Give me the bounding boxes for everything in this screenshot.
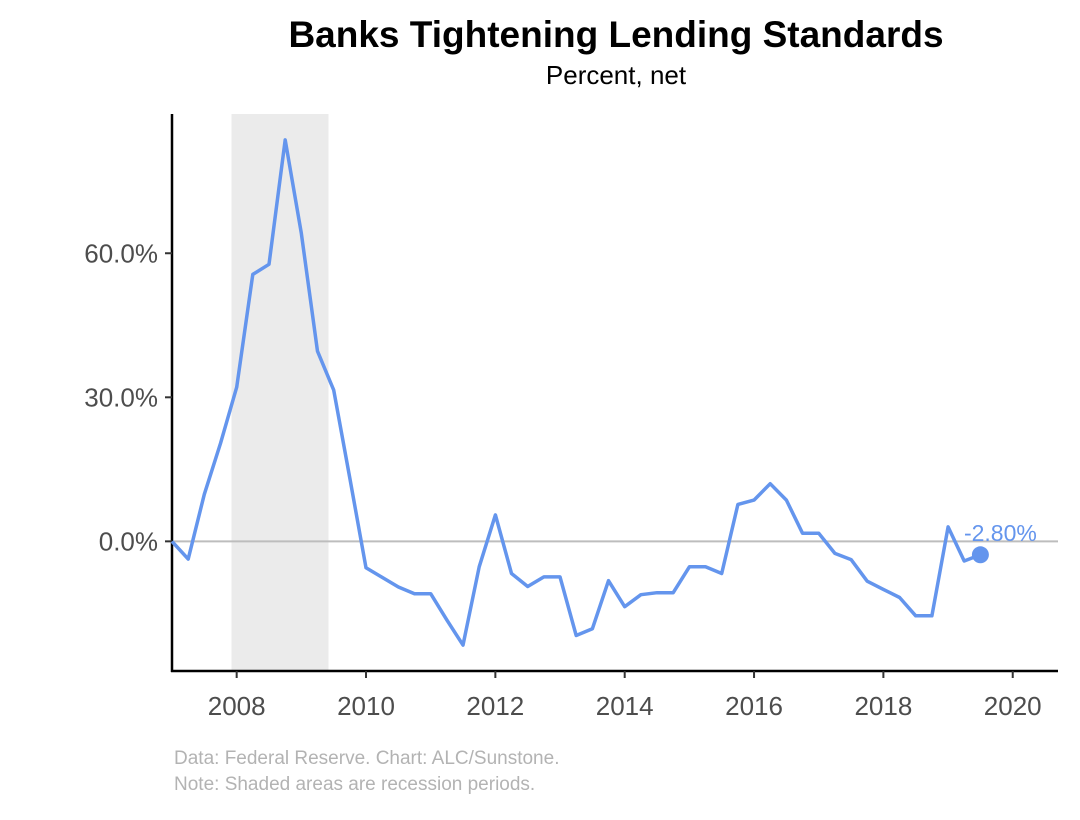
source-caption: Data: Federal Reserve. Chart: ALC/Sunsto…	[174, 748, 560, 769]
note-caption: Note: Shaded areas are recession periods…	[174, 774, 536, 795]
y-tick-label: 60.0%	[84, 238, 158, 268]
recession-band-0	[231, 114, 329, 671]
x-tick-label: 2016	[725, 691, 783, 721]
chart-subtitle: Percent, net	[545, 60, 687, 90]
last-value-point	[971, 546, 989, 564]
x-tick-label: 2020	[984, 691, 1042, 721]
x-tick-label: 2018	[854, 691, 912, 721]
x-tick-label: 2010	[337, 691, 395, 721]
last-value-label: -2.80%	[964, 520, 1037, 546]
y-tick-label: 0.0%	[99, 526, 158, 556]
y-tick-label: 30.0%	[84, 382, 158, 412]
x-tick-label: 2014	[596, 691, 654, 721]
chart-title: Banks Tightening Lending Standards	[288, 14, 944, 55]
x-tick-label: 2008	[208, 691, 266, 721]
series-line-0	[170, 138, 982, 647]
x-tick-label: 2012	[466, 691, 524, 721]
